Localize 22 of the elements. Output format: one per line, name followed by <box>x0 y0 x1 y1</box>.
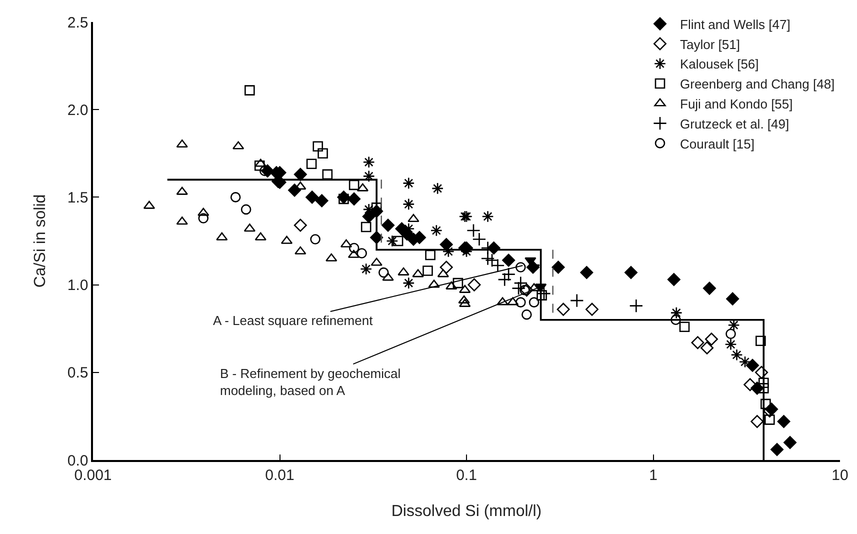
annotation: B - Refinement by geochemical modeling, based on A <box>220 366 401 398</box>
y-tick-label: 0.0 <box>67 452 88 470</box>
legend-label: Courault [15] <box>680 136 754 152</box>
x-tick-label: 0.1 <box>456 466 477 484</box>
x-tick-label: 0.01 <box>265 466 294 484</box>
y-tick-label: 1.5 <box>67 189 88 206</box>
y-axis-title: Ca/Si in solid <box>32 194 49 288</box>
y-tick-label: 1.0 <box>67 277 88 294</box>
x-tick-label: 10 <box>832 466 848 484</box>
y-tick-label: 2.0 <box>67 102 88 119</box>
legend-label: Taylor [51] <box>680 36 740 52</box>
annotation: A - Least square refinement <box>213 313 374 328</box>
legend-label: Grutzeck et al. [49] <box>680 116 790 132</box>
y-tick-label: 2.5 <box>67 14 88 32</box>
x-tick-label: 0.001 <box>74 466 112 484</box>
legend-label: Kalousek [56] <box>680 56 759 72</box>
y-tick-label: 0.5 <box>67 364 88 382</box>
x-axis-title: Dissolved Si (mmol/l) <box>391 502 542 520</box>
legend-label: Fuji and Kondo [55] <box>680 96 793 112</box>
x-tick-label: 1 <box>649 466 658 484</box>
legend-label: Flint and Wells [47] <box>680 16 790 32</box>
legend-label: Greenberg and Chang [48] <box>680 76 835 92</box>
